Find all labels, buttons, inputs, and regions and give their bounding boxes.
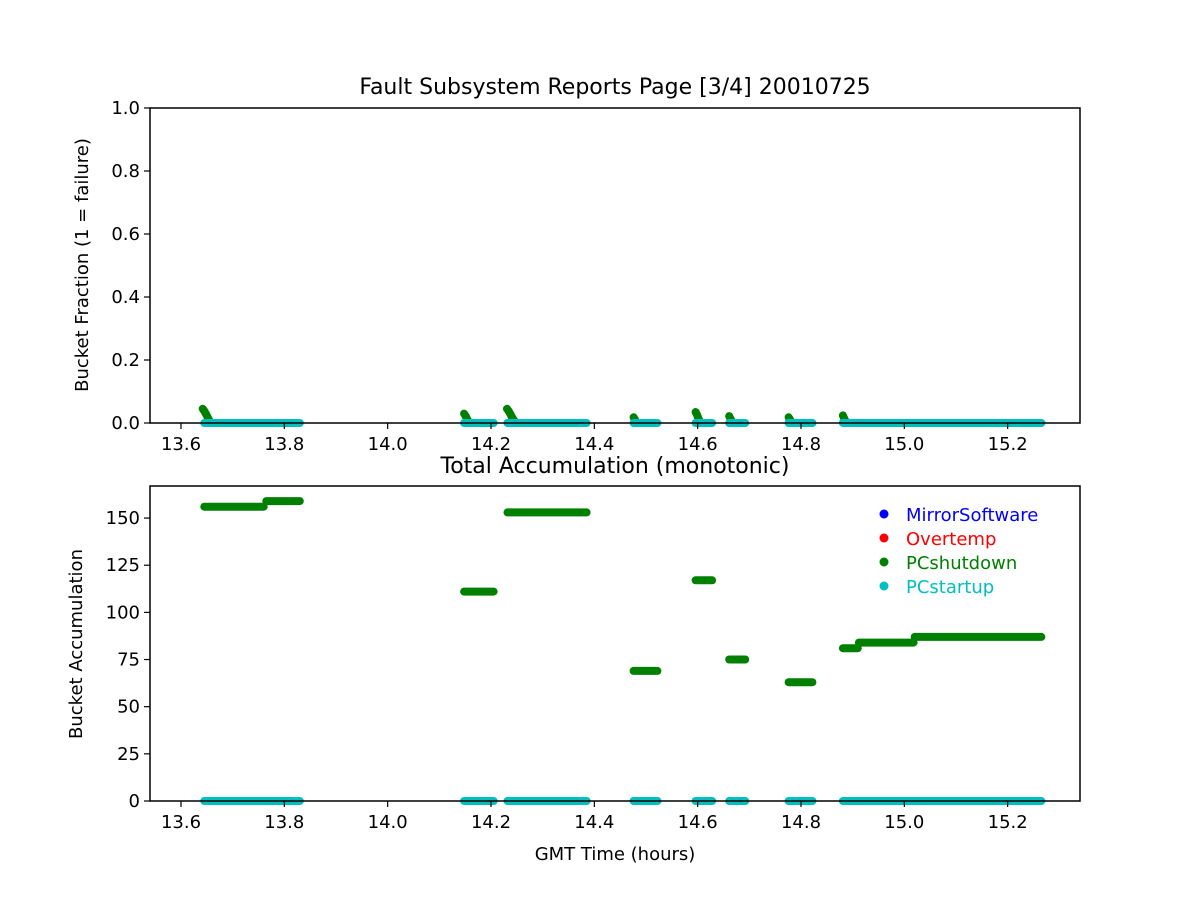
fraction-x-tick-label: 15.2 — [988, 434, 1028, 455]
fraction-plot-x-ticks: 13.6 13.8 14.0 14.2 14.4 14.6 14.8 15.0 15.2 — [161, 423, 1028, 455]
accumulation-y-tick-label: 150 — [106, 508, 140, 529]
legend-label-pcshutdown: PCshutdown — [906, 553, 1017, 574]
fraction-x-tick-label: 14.2 — [471, 434, 511, 455]
legend-label-overtemp: Overtemp — [906, 529, 996, 550]
legend-label-mirrorsoftware: MirrorSoftware — [906, 505, 1038, 526]
accumulation-x-tick-label: 15.0 — [884, 812, 924, 833]
legend-marker-pcstartup — [879, 581, 889, 591]
accumulation-x-tick-label: 14.4 — [574, 812, 614, 833]
accumulation-plot-x-ticks: 13.6 13.8 14.0 14.2 14.4 14.6 14.8 15.0 15.2 — [161, 801, 1028, 833]
accumulation-y-tick-label: 50 — [117, 697, 140, 718]
accumulation-x-tick-label: 14.2 — [471, 812, 511, 833]
fraction-y-tick-label: 0.8 — [111, 161, 140, 182]
accumulation-x-tick-label: 15.2 — [988, 812, 1028, 833]
accumulation-plot-title: Total Accumulation (monotonic) — [440, 454, 790, 479]
fraction-x-tick-label: 13.6 — [161, 434, 201, 455]
accumulation-plot-y-ticks: 0 25 50 75 100 125 150 — [106, 508, 150, 812]
accumulation-y-tick-label: 125 — [106, 555, 140, 576]
accumulation-y-tick-label: 100 — [106, 602, 140, 623]
fraction-y-tick-label: 0.0 — [111, 413, 140, 434]
fraction-plot-title: Fault Subsystem Reports Page [3/4] 20010… — [359, 75, 870, 100]
fraction-y-tick-label: 0.4 — [111, 287, 140, 308]
accumulation-plot-frame — [149, 485, 1081, 802]
fraction-x-tick-label: 14.8 — [781, 434, 821, 455]
legend-marker-overtemp — [879, 533, 889, 543]
accumulation-plot-y-axis-label: Bucket Accumulation — [66, 549, 87, 739]
accumulation-x-tick-label: 14.0 — [368, 812, 408, 833]
accumulation-plot-x-axis-label: GMT Time (hours) — [535, 844, 696, 865]
fraction-x-tick-label: 15.0 — [884, 434, 924, 455]
accumulation-x-tick-label: 14.8 — [781, 812, 821, 833]
fraction-x-tick-label: 13.8 — [264, 434, 304, 455]
accumulation-y-tick-label: 75 — [117, 650, 140, 671]
fraction-y-tick-label: 1.0 — [111, 98, 140, 119]
fraction-plot: Fault Subsystem Reports Page [3/4] 20010… — [72, 75, 1081, 455]
legend-marker-mirrorsoftware — [879, 509, 889, 519]
fraction-plot-y-axis-label: Bucket Fraction (1 = failure) — [72, 138, 93, 392]
fraction-x-tick-label: 14.4 — [574, 434, 614, 455]
accumulation-x-tick-label: 14.6 — [678, 812, 718, 833]
fraction-plot-y-ticks: 0.0 0.2 0.4 0.6 0.8 1.0 — [111, 98, 150, 434]
legend-marker-pcshutdown — [879, 557, 889, 567]
accumulation-x-tick-label: 13.6 — [161, 812, 201, 833]
fraction-plot-frame — [149, 107, 1081, 424]
fraction-y-tick-label: 0.2 — [111, 350, 140, 371]
accumulation-plot: Total Accumulation (monotonic) Bucket Ac… — [66, 454, 1081, 865]
fraction-y-tick-label: 0.6 — [111, 224, 140, 245]
accumulation-x-tick-label: 13.8 — [264, 812, 304, 833]
fraction-x-tick-label: 14.0 — [368, 434, 408, 455]
fraction-x-tick-label: 14.6 — [678, 434, 718, 455]
accumulation-y-tick-label: 25 — [117, 744, 140, 765]
accumulation-y-tick-label: 0 — [129, 791, 140, 812]
legend-label-pcstartup: PCstartup — [906, 577, 994, 598]
legend: MirrorSoftware Overtemp PCshutdown PCstartu… — [879, 505, 1038, 598]
